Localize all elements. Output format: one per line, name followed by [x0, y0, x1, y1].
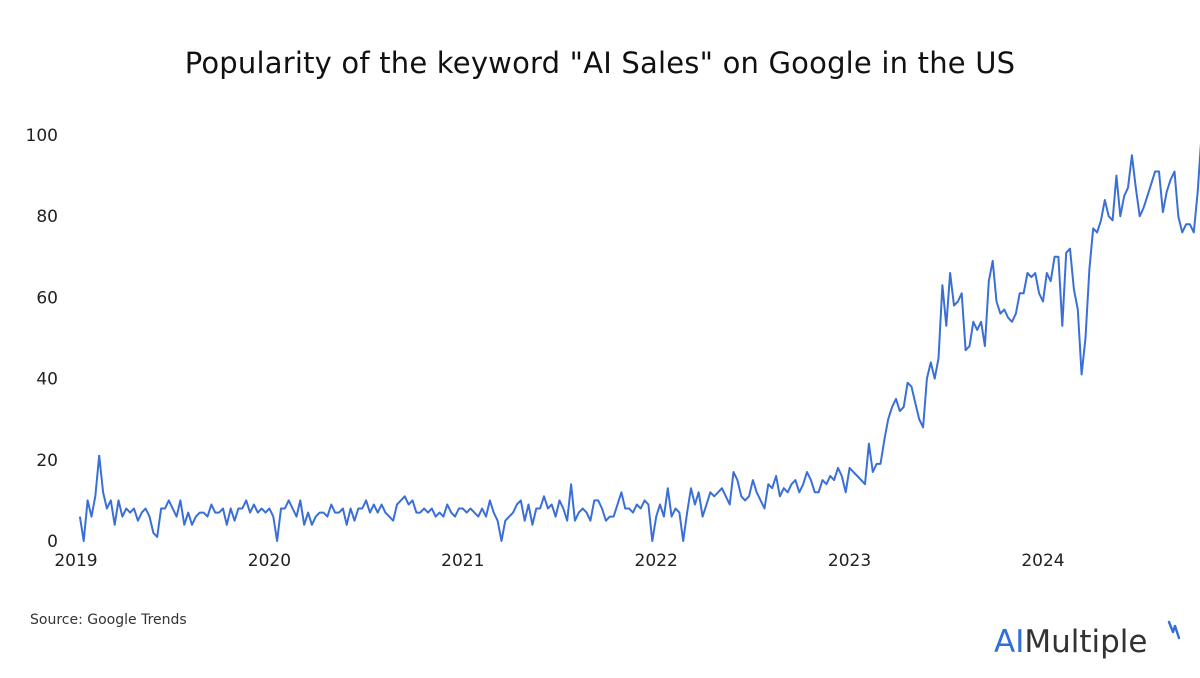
y-tick-label: 60	[36, 288, 58, 308]
x-tick-label: 2023	[828, 551, 871, 571]
brand-logo: AIMultiple	[994, 624, 1148, 660]
source-note: Source: Google Trends	[30, 612, 187, 628]
x-tick-label: 2020	[248, 551, 291, 571]
x-axis-ticks: 2019 2020 2021 2022 2023 2024	[54, 551, 1064, 571]
series-layer	[78, 142, 1200, 542]
x-tick-label: 2024	[1021, 551, 1064, 571]
chart-title: Popularity of the keyword "AI Sales" on …	[184, 46, 1016, 80]
y-axis-ticks: 0 20 40 60 80 100	[26, 126, 58, 552]
x-tick-label: 2021	[441, 551, 484, 571]
brand-logo-rest: Multiple	[1024, 624, 1148, 660]
x-tick-label: 2022	[635, 551, 678, 571]
x-tick-label: 2019	[54, 551, 97, 571]
series-line-0	[78, 142, 1200, 542]
brand-mark-icon	[1167, 620, 1181, 640]
y-tick-label: 0	[47, 532, 58, 552]
y-tick-label: 80	[36, 207, 58, 227]
y-tick-label: 40	[36, 370, 58, 390]
brand-logo-ai: AI	[994, 624, 1025, 660]
y-tick-label: 100	[26, 126, 58, 146]
y-tick-label: 20	[36, 451, 58, 471]
